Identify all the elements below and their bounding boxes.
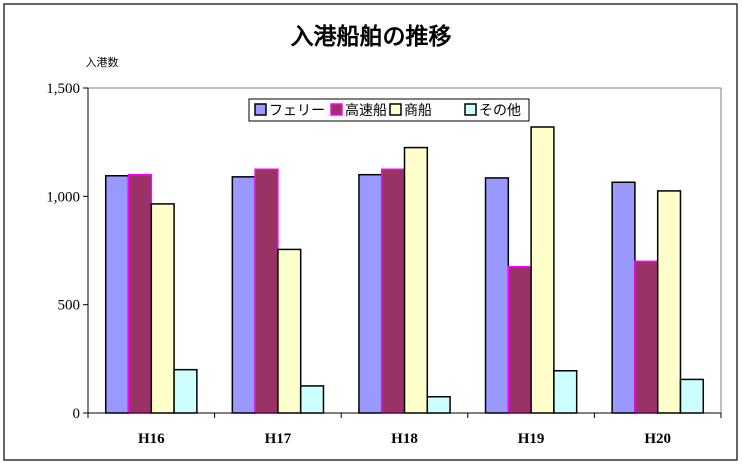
legend-label: 高速船 bbox=[345, 102, 387, 119]
y-axis-label: 入港数 bbox=[86, 56, 119, 69]
legend-swatch bbox=[254, 103, 267, 116]
legend-label: 商船 bbox=[404, 103, 432, 119]
bar-H18-その他 bbox=[426, 396, 451, 414]
legend-box bbox=[248, 98, 530, 122]
bar-H17-その他 bbox=[299, 385, 325, 414]
bar-H20-その他 bbox=[679, 378, 705, 414]
legend-swatch bbox=[389, 103, 402, 116]
bar-H16-フェリー bbox=[104, 175, 130, 414]
y-tick-label: 500 bbox=[58, 298, 81, 314]
bar-H16-その他 bbox=[173, 368, 198, 414]
bar-H16-商船 bbox=[150, 203, 175, 414]
bar-H19-商船 bbox=[530, 126, 555, 414]
legend-swatch bbox=[464, 103, 477, 116]
legend-swatch bbox=[330, 103, 343, 116]
bar-H18-フェリー bbox=[358, 173, 383, 414]
x-tick-label: H18 bbox=[391, 431, 418, 447]
bar-H20-商船 bbox=[656, 190, 682, 414]
x-axis: H16 H17 H18 H19 H20 bbox=[87, 412, 722, 447]
bar-H19-フェリー bbox=[484, 177, 510, 414]
y-tick-label: 1,000 bbox=[46, 189, 80, 205]
bar-H19-その他 bbox=[553, 370, 578, 414]
bar-H16-高速船 bbox=[127, 173, 153, 414]
bar-H18-高速船 bbox=[380, 168, 406, 414]
legend: フェリー 高速船 商船 その他 bbox=[248, 98, 530, 122]
x-tick-label: H20 bbox=[644, 431, 671, 447]
x-tick-label: H19 bbox=[518, 431, 545, 447]
bar-H20-高速船 bbox=[634, 260, 659, 414]
x-tick-label: H16 bbox=[138, 431, 165, 447]
bar-H17-高速船 bbox=[254, 168, 279, 414]
bar-H20-フェリー bbox=[611, 181, 636, 414]
bar-H18-商船 bbox=[403, 146, 429, 414]
y-tick-label: 0 bbox=[73, 406, 81, 422]
legend-label: フェリー bbox=[269, 103, 325, 119]
bar-H17-フェリー bbox=[231, 176, 256, 414]
chart-title: 入港船舶の推移 bbox=[291, 23, 452, 50]
y-tick-label: 1,500 bbox=[46, 81, 80, 97]
x-tick-label: H17 bbox=[265, 431, 292, 447]
bars bbox=[104, 126, 705, 414]
y-axis: 0 500 1,000 1,500 bbox=[46, 81, 89, 422]
bar-H19-高速船 bbox=[507, 266, 532, 414]
legend-label: その他 bbox=[479, 103, 521, 119]
bar-H17-商船 bbox=[277, 248, 302, 414]
